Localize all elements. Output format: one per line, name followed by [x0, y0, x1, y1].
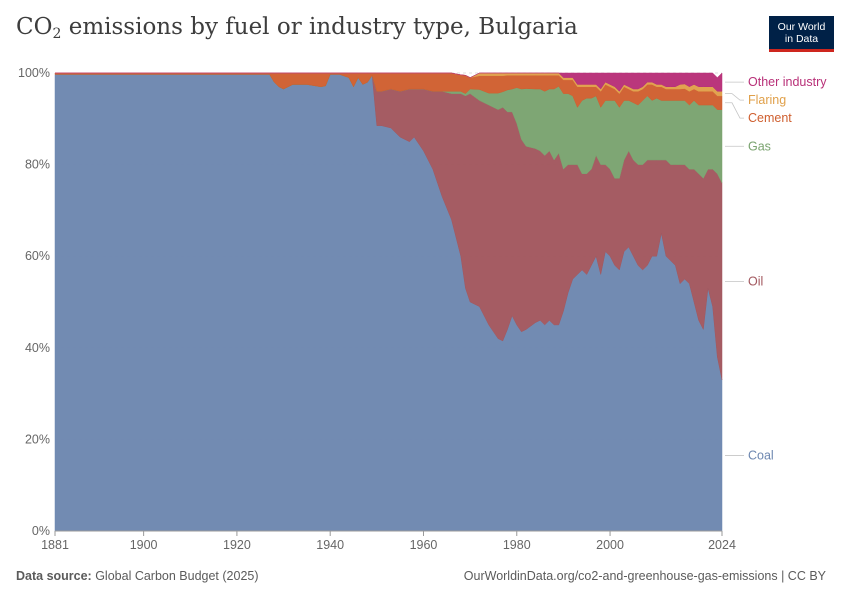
y-tick-label: 0% — [32, 524, 50, 538]
legend-label-flaring[interactable]: Flaring — [748, 93, 786, 107]
legend: Other industry Flaring Cement Gas Oil Coal — [725, 75, 827, 462]
logo-line-1: Our World — [777, 21, 826, 33]
legend-label-gas[interactable]: Gas — [748, 139, 771, 153]
x-tick-label: 1940 — [316, 538, 344, 552]
x-tick-label: 2024 — [708, 538, 736, 552]
legend-label-other-industry[interactable]: Other industry — [748, 75, 827, 89]
y-tick-label: 40% — [25, 341, 50, 355]
legend-connector — [725, 102, 744, 119]
x-tick-label: 1881 — [41, 538, 69, 552]
legend-label-oil[interactable]: Oil — [748, 274, 763, 288]
y-tick-label: 20% — [25, 432, 50, 446]
x-tick-label: 2000 — [596, 538, 624, 552]
x-tick-label: 1960 — [410, 538, 438, 552]
data-source: Data source: Global Carbon Budget (2025) — [16, 569, 259, 583]
areas — [54, 72, 723, 532]
x-tick-label: 1900 — [130, 538, 158, 552]
x-tick-label: 1980 — [503, 538, 531, 552]
source-url[interactable]: OurWorldinData.org/co2-and-greenhouse-ga… — [463, 569, 826, 583]
x-tick-label: 1920 — [223, 538, 251, 552]
owid-logo[interactable]: Our World in Data — [769, 16, 834, 52]
axes: 1881 1900 1920 1940 1960 1980 2000 2024 — [41, 530, 736, 552]
legend-connector — [725, 93, 744, 101]
area-other-industry[interactable] — [55, 72, 723, 92]
chart-title: CO2 emissions by fuel or industry type, … — [16, 14, 578, 42]
logo-line-2: in Data — [784, 33, 819, 45]
y-tick-label: 60% — [25, 249, 50, 263]
y-tick-label: 80% — [25, 158, 50, 172]
y-tick-label: 100% — [18, 66, 50, 80]
grid: 0% 20% 40% 60% 80% 100% — [18, 66, 722, 538]
legend-label-coal[interactable]: Coal — [748, 448, 774, 462]
legend-label-cement[interactable]: Cement — [748, 111, 792, 125]
